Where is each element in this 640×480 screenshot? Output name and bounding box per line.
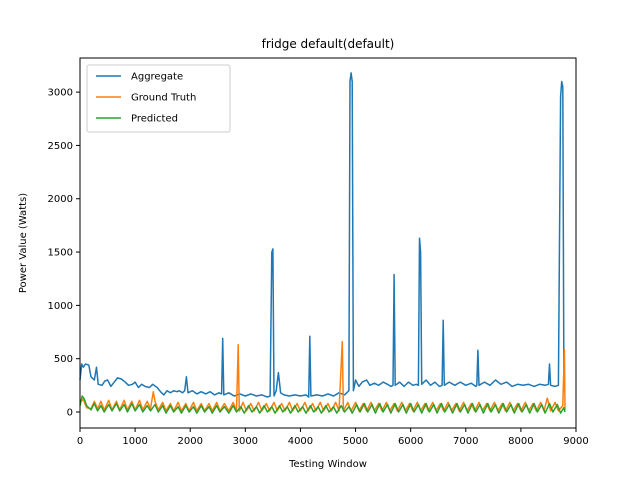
legend: Aggregate Ground Truth Predicted [86, 64, 231, 133]
legend-frame [86, 64, 231, 133]
x-tick-label: 2000 [177, 436, 202, 447]
x-tick-label: 5000 [343, 436, 368, 447]
y-tick-label: 2500 [48, 141, 73, 152]
x-axis-label: Testing Window [288, 459, 367, 470]
y-axis-label: Power Value (Watts) [18, 193, 29, 293]
chart-title: fridge default(default) [262, 37, 395, 51]
x-tick-label: 6000 [398, 436, 423, 447]
series-line-3 [79, 395, 566, 414]
x-tick-label: 7000 [453, 436, 478, 447]
y-tick-label: 500 [54, 354, 73, 365]
legend-label: Aggregate [131, 72, 183, 83]
y-tick-label: 2000 [48, 194, 73, 205]
y-tick-label: 3000 [48, 88, 73, 99]
legend-label: Ground Truth [131, 93, 196, 104]
x-tick-label: 1000 [122, 436, 147, 447]
x-tick-label: 3000 [233, 436, 258, 447]
x-tick-label: 8000 [508, 436, 533, 447]
y-tick-label: 1000 [48, 301, 73, 312]
x-tick-label: 4000 [288, 436, 313, 447]
x-tick-label: 9000 [563, 436, 588, 447]
x-tick-label: 0 [77, 436, 83, 447]
y-axis: 0 500 1000 1500 2000 2500 3000 [48, 88, 80, 419]
y-tick-label: 0 [67, 408, 73, 419]
series-line-1 [79, 72, 566, 398]
y-tick-label: 1500 [48, 248, 73, 259]
x-axis: 0 1000 2000 3000 4000 5000 6000 7000 8000 9000 [77, 428, 589, 447]
series-layer [79, 72, 566, 414]
plot-frame [79, 57, 577, 429]
legend-label: Predicted [131, 114, 178, 125]
